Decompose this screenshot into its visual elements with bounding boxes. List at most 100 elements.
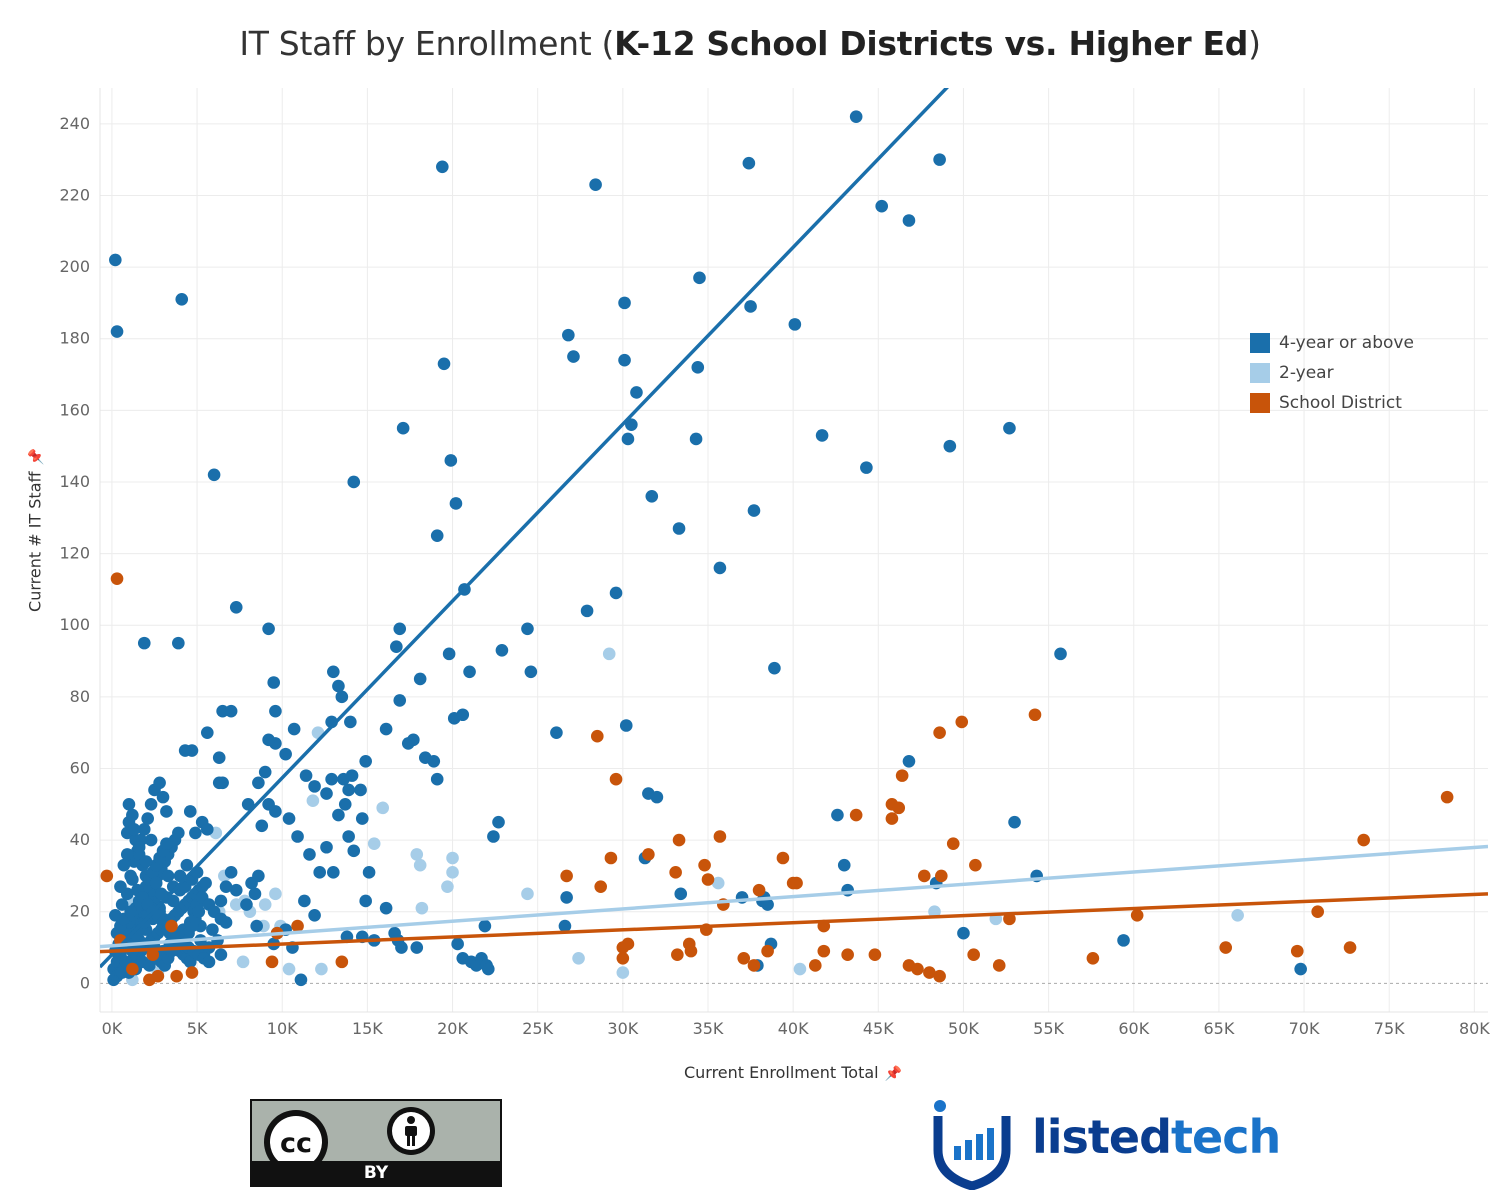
- data-point-2-year: [236, 955, 250, 969]
- data-point-2-year: [711, 876, 725, 890]
- x-tick-label: 40K: [778, 1019, 809, 1038]
- data-point-4-year-or-above: [250, 919, 263, 933]
- data-point-4-year-or-above: [437, 357, 451, 371]
- data-point-2-year: [793, 962, 807, 976]
- legend-item-4-year[interactable]: 4-year or above: [1250, 328, 1414, 358]
- data-point-4-year-or-above: [580, 604, 594, 618]
- data-point-2-year: [1231, 909, 1244, 922]
- data-point-4-year-or-above: [287, 722, 301, 736]
- data-point-4-year-or-above: [831, 808, 844, 822]
- data-point-4-year-or-above: [902, 214, 916, 227]
- cc-icon: cc: [264, 1110, 328, 1174]
- data-point-4-year-or-above: [269, 704, 282, 718]
- data-point-4-year-or-above: [860, 461, 873, 474]
- title-part3: ): [1248, 24, 1261, 63]
- y-tick-label: 180: [59, 329, 90, 348]
- legend-item-school-district[interactable]: School District: [1250, 388, 1414, 418]
- x-tick-label: 55K: [1033, 1019, 1064, 1038]
- data-point-school-district: [291, 919, 304, 933]
- data-point-4-year-or-above: [126, 873, 139, 886]
- title-part1: IT Staff by Enrollment (: [239, 24, 615, 63]
- svg-text:cc: cc: [280, 1128, 312, 1159]
- data-point-2-year: [415, 901, 429, 915]
- data-point-school-district: [170, 969, 183, 983]
- data-point-4-year-or-above: [320, 787, 333, 800]
- data-point-4-year-or-above: [124, 905, 137, 919]
- data-point-4-year-or-above: [178, 744, 192, 757]
- data-point-school-district: [165, 919, 178, 933]
- data-point-4-year-or-above: [144, 797, 158, 811]
- data-point-4-year-or-above: [224, 704, 238, 718]
- data-point-4-year-or-above: [252, 776, 265, 790]
- data-point-4-year-or-above: [199, 876, 212, 890]
- data-point-4-year-or-above: [248, 887, 262, 901]
- data-point-4-year-or-above: [127, 823, 141, 836]
- data-point-school-district: [946, 837, 960, 850]
- data-point-4-year-or-above: [1003, 421, 1016, 435]
- data-point-4-year-or-above: [347, 844, 361, 858]
- data-point-4-year-or-above: [291, 830, 304, 843]
- data-point-4-year-or-above: [308, 909, 321, 922]
- x-tick-label: 75K: [1374, 1019, 1405, 1038]
- data-point-4-year-or-above: [625, 418, 638, 431]
- shield-bars-icon: [933, 1100, 1011, 1190]
- data-point-4-year-or-above: [137, 636, 151, 650]
- data-point-school-district: [642, 848, 655, 861]
- data-point-2-year: [367, 837, 381, 850]
- data-point-4-year-or-above: [691, 361, 705, 374]
- data-point-school-district: [737, 951, 751, 965]
- data-point-4-year-or-above: [558, 919, 572, 933]
- data-point-school-district: [265, 955, 279, 969]
- legend-item-2-year[interactable]: 2-year: [1250, 358, 1414, 388]
- data-point-school-district: [713, 830, 727, 843]
- data-point-4-year-or-above: [327, 866, 340, 879]
- data-point-4-year-or-above: [1054, 647, 1067, 661]
- data-point-school-district: [895, 769, 909, 782]
- data-point-4-year-or-above: [395, 941, 408, 954]
- title-part2: K-12 School Districts vs. Higher Ed: [614, 24, 1249, 63]
- data-point-school-district: [1086, 951, 1100, 965]
- data-point-2-year: [413, 858, 427, 872]
- data-point-4-year-or-above: [768, 661, 781, 675]
- data-point-4-year-or-above: [744, 300, 757, 313]
- data-point-2-year: [376, 801, 390, 815]
- data-point-4-year-or-above: [313, 866, 326, 879]
- data-point-4-year-or-above: [1117, 934, 1130, 947]
- x-axis-title-text: Current Enrollment Total: [683, 1063, 879, 1082]
- data-point-4-year-or-above: [294, 973, 308, 987]
- data-point-school-district: [992, 959, 1006, 972]
- data-point-school-district: [1440, 790, 1454, 804]
- data-point-4-year-or-above: [137, 823, 151, 836]
- data-point-4-year-or-above: [269, 805, 282, 818]
- x-tick-label: 25K: [522, 1019, 553, 1038]
- x-tick-label: 15K: [352, 1019, 383, 1038]
- data-point-4-year-or-above: [255, 819, 269, 833]
- x-tick-label: 35K: [693, 1019, 724, 1038]
- data-point-4-year-or-above: [115, 898, 129, 911]
- data-point-4-year-or-above: [451, 937, 464, 951]
- data-point-school-district: [616, 951, 630, 965]
- x-tick-label: 65K: [1203, 1019, 1234, 1038]
- data-point-4-year-or-above: [345, 769, 359, 782]
- data-point-4-year-or-above: [117, 858, 131, 872]
- data-point-4-year-or-above: [478, 919, 492, 933]
- cc-by-text: BY: [363, 1163, 389, 1183]
- data-point-school-district: [609, 772, 623, 786]
- logo-text-listed: listed: [1032, 1110, 1172, 1164]
- data-point-4-year-or-above: [161, 869, 175, 883]
- data-point-school-district: [917, 869, 931, 883]
- data-point-4-year-or-above: [495, 643, 509, 657]
- data-point-4-year-or-above: [139, 855, 153, 868]
- data-point-4-year-or-above: [155, 887, 168, 901]
- data-point-4-year-or-above: [126, 808, 139, 822]
- data-point-4-year-or-above: [674, 887, 688, 901]
- data-point-4-year-or-above: [214, 912, 228, 926]
- data-point-school-district: [747, 959, 761, 972]
- data-point-school-district: [885, 812, 899, 825]
- data-point-4-year-or-above: [436, 160, 449, 174]
- data-point-school-district: [790, 876, 803, 890]
- data-point-2-year: [315, 962, 328, 976]
- data-point-4-year-or-above: [442, 647, 456, 661]
- data-point-4-year-or-above: [298, 894, 311, 908]
- data-point-4-year-or-above: [562, 328, 575, 342]
